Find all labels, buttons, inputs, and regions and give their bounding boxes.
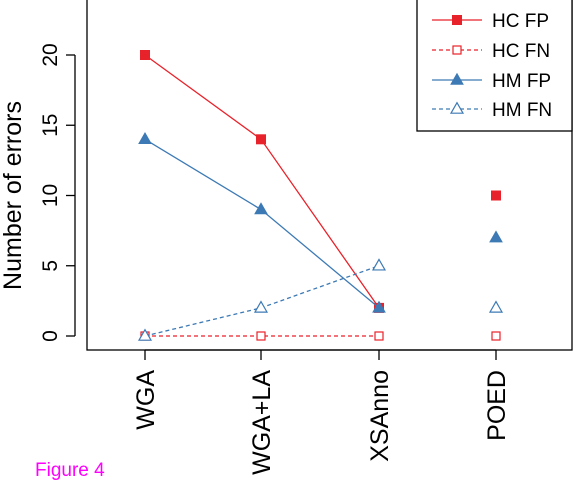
- series-line: [144, 138, 380, 309]
- x-category-label: XSAnno: [366, 370, 394, 462]
- data-point: [253, 300, 269, 313]
- data-point: [371, 258, 387, 271]
- y-tick-label: 0: [39, 330, 62, 342]
- series-hm-fn: [137, 258, 504, 341]
- data-point: [140, 50, 150, 60]
- series-layer: [137, 50, 504, 341]
- legend-entry: HC FN: [432, 41, 550, 62]
- legend-label: HC FN: [492, 41, 550, 62]
- legend-entry: HC FP: [432, 11, 549, 32]
- legend-entry: HM FN: [432, 100, 552, 121]
- legend-label: HM FN: [492, 100, 552, 121]
- axes-layer: 0 5 10 15 20 Number of errors WGA WGA+LA XSAnno P…: [0, 0, 573, 475]
- y-axis-label: Number of errors: [0, 101, 27, 290]
- y-tick-label: 10: [39, 184, 62, 207]
- data-point: [256, 331, 266, 341]
- y-tick-label: 20: [39, 43, 62, 66]
- y-tick-label: 5: [39, 260, 62, 272]
- data-point: [256, 134, 266, 145]
- series-line: [144, 265, 380, 337]
- data-point: [137, 328, 153, 341]
- legend-entry: HM FP: [432, 71, 551, 92]
- x-category-label: WGA: [132, 370, 160, 430]
- x-category-label: WGA+LA: [248, 370, 276, 475]
- data-point: [491, 190, 501, 201]
- data-point: [374, 331, 384, 341]
- legend: HC FP HC FN HM FP HM FN: [416, 0, 573, 132]
- series-hc-fn: [140, 331, 501, 341]
- data-point: [254, 202, 268, 215]
- legend-marker: [452, 45, 462, 55]
- legend-label: HM FP: [492, 71, 551, 92]
- data-point: [138, 131, 152, 144]
- data-point: [488, 300, 504, 313]
- data-point: [372, 300, 386, 313]
- series-hm-fp: [138, 131, 503, 313]
- legend-marker: [452, 15, 462, 25]
- x-category-label: POED: [483, 370, 511, 441]
- legend-label: HC FP: [492, 11, 549, 32]
- legend-marker: [449, 101, 465, 114]
- legend-marker: [450, 72, 464, 85]
- series-line: [144, 54, 380, 309]
- data-point: [491, 331, 501, 341]
- data-point: [489, 230, 503, 243]
- y-tick-label: 15: [39, 114, 62, 137]
- figure-label: Figure 4: [35, 460, 105, 481]
